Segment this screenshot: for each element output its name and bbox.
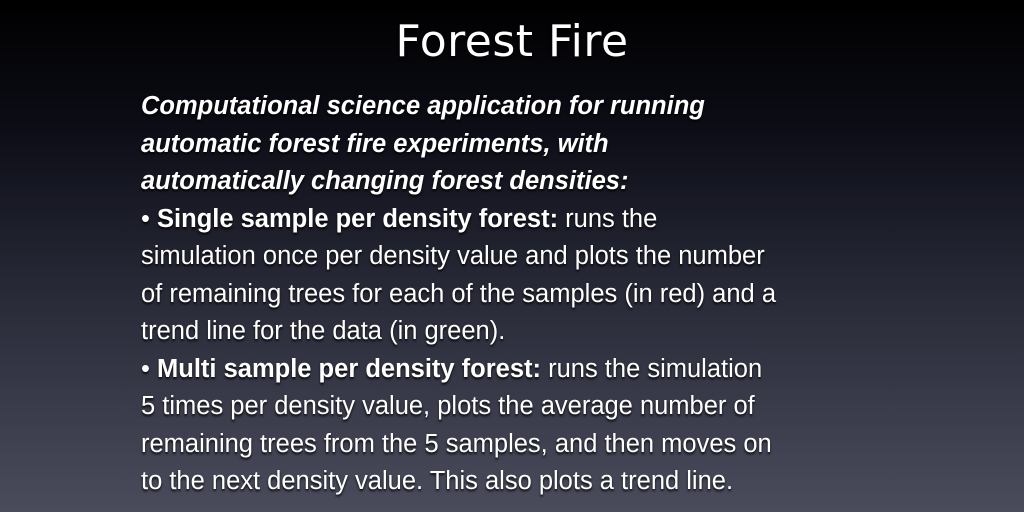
bullet-line: trend line for the data (in green). xyxy=(141,317,506,345)
intro-line: automatic forest fire experiments, with xyxy=(141,129,609,158)
bullet-line: of remaining trees for each of the sampl… xyxy=(141,279,776,308)
slide-title: Forest Fire xyxy=(395,16,629,67)
bullet-line: • Multi sample per density forest: runs … xyxy=(141,351,941,389)
bullet-text: runs the xyxy=(558,204,658,233)
bullet-line: remaining trees from the 5 samples, and … xyxy=(141,429,772,458)
bullet-line: simulation once per density value and pl… xyxy=(141,242,765,270)
bullet-marker: • xyxy=(141,354,150,383)
bullet-label: Multi sample per density forest: xyxy=(157,354,542,383)
bullet-text: runs the simulation xyxy=(541,354,763,383)
bullet-multi-sample: • Multi sample per density forest: runs … xyxy=(141,351,941,501)
bullet-single-sample: • Single sample per density forest: runs… xyxy=(141,201,941,351)
intro-line: automatically changing forest densities: xyxy=(141,167,629,195)
slide-body: Computational science application for ru… xyxy=(141,88,941,501)
bullet-line: • Single sample per density forest: runs… xyxy=(141,201,941,239)
bullet-label: Single sample per density forest: xyxy=(157,204,559,233)
intro-text: Computational science application for ru… xyxy=(141,88,941,201)
bullet-line: 5 times per density value, plots the ave… xyxy=(141,392,755,420)
bullet-line: to the next density value. This also plo… xyxy=(141,467,734,495)
intro-line: Computational science application for ru… xyxy=(141,92,705,120)
bullet-marker: • xyxy=(141,204,150,233)
